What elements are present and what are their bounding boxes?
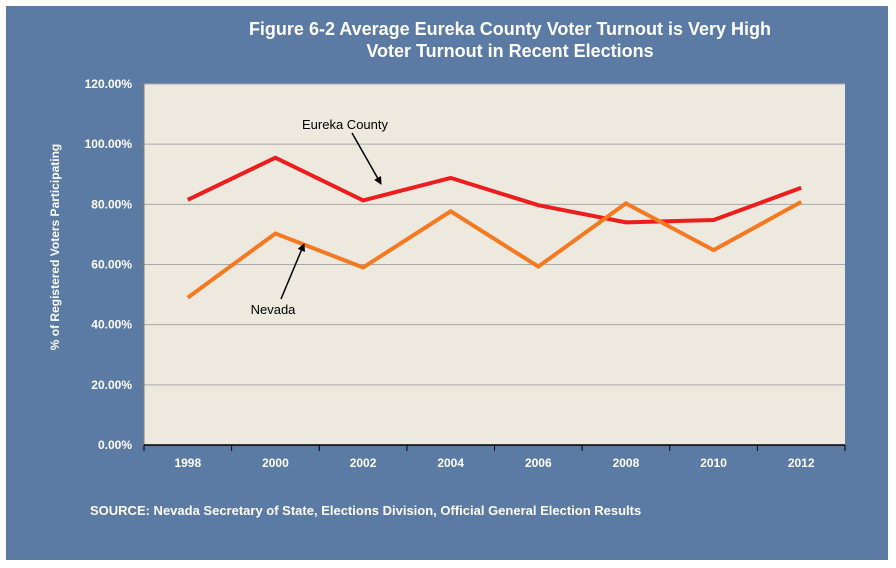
y-tick-label: 60.00%: [91, 258, 132, 272]
y-tick-label: 20.00%: [91, 378, 132, 392]
y-tick-label: 120.00%: [85, 77, 133, 91]
y-tick-label: 100.00%: [85, 137, 133, 151]
x-tick-label: 2006: [525, 456, 552, 470]
x-tick-label: 1998: [174, 456, 201, 470]
annotation-nevada: Nevada: [251, 302, 297, 317]
annotations: Eureka County Nevada: [251, 117, 389, 317]
x-tick-label: 2010: [700, 456, 727, 470]
x-tick-label: 2004: [437, 456, 464, 470]
x-tick-label: 2000: [262, 456, 289, 470]
series-line-nevada: [186, 200, 803, 300]
series-line-eureka-county: [186, 155, 802, 225]
gridlines: [139, 83, 845, 446]
chart-title: Figure 6-2 Average Eureka County Voter T…: [150, 18, 870, 62]
y-tick-label: 40.00%: [91, 318, 132, 332]
x-axis: 1998 2000 2002 2004 2006 2008 2010 2012: [143, 444, 846, 470]
y-tick-label: 80.00%: [91, 197, 132, 211]
annotation-eureka-county: Eureka County: [302, 117, 388, 132]
source-note: SOURCE: Nevada Secretary of State, Elect…: [90, 503, 642, 518]
y-axis-label: % of Registered Voters Participating: [48, 144, 62, 351]
annotation-arrow-eureka-county: [351, 132, 382, 185]
x-tick-label: 2008: [613, 456, 640, 470]
y-axis-tick-labels: 0.00% 20.00% 40.00% 60.00% 80.00% 100.00% 120.…: [85, 77, 133, 452]
annotation-arrow-nevada: [280, 243, 305, 300]
series-lines: [186, 155, 803, 300]
x-tick-label: 2012: [788, 456, 815, 470]
x-tick-label: 2002: [350, 456, 377, 470]
y-tick-label: 0.00%: [98, 438, 132, 452]
chart-title-line-2: Voter Turnout in Recent Elections: [366, 41, 654, 61]
chart-title-line-1: Figure 6-2 Average Eureka County Voter T…: [248, 19, 772, 39]
